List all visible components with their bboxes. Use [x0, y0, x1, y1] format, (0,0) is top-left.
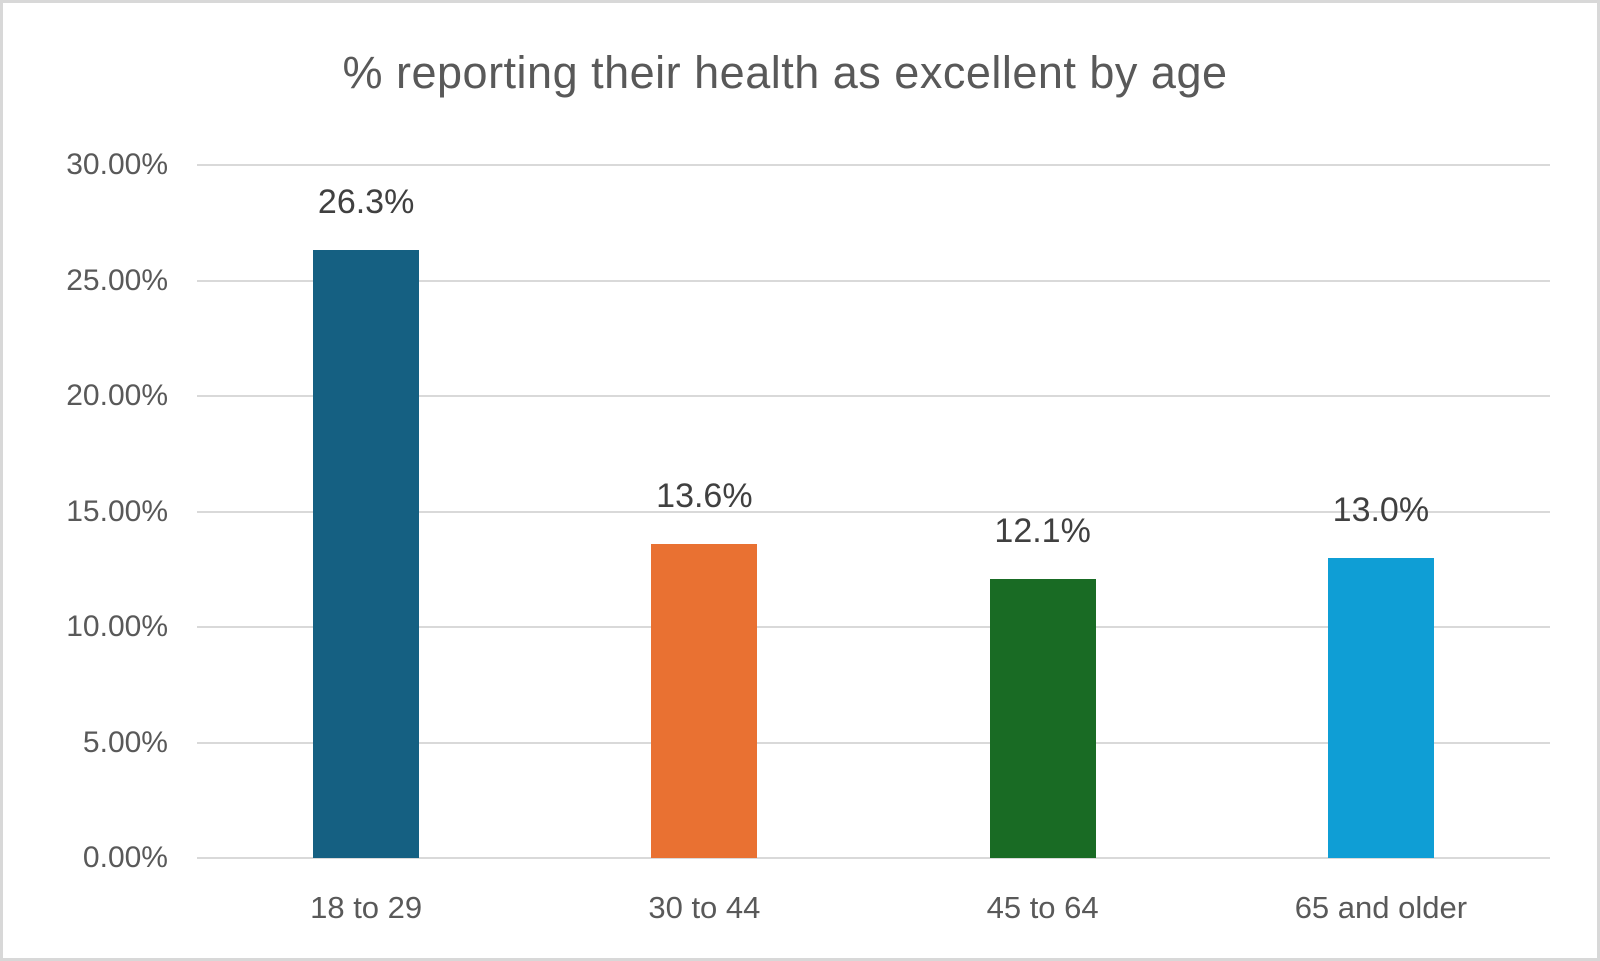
- data-label: 12.1%: [994, 511, 1091, 550]
- gridline: [197, 510, 1550, 513]
- y-axis: 0.00% 5.00% 10.00% 15.00% 20.00% 25.00% 30.00%: [3, 148, 168, 874]
- data-label: 26.3%: [317, 183, 415, 222]
- y-tick-label: 0.00%: [82, 841, 168, 874]
- gridline: [197, 626, 1550, 628]
- x-tick-label: 30 to 44: [648, 890, 761, 925]
- data-label: 13.6%: [656, 476, 753, 515]
- y-tick-label: 25.00%: [66, 263, 168, 297]
- y-tick-label: 10.00%: [66, 610, 168, 643]
- chart-title: % reporting their health as excellent by…: [342, 47, 1228, 98]
- x-tick-label: 65 and older: [1294, 890, 1468, 925]
- gridline: [197, 395, 1550, 397]
- y-tick-label: 30.00%: [66, 148, 168, 181]
- x-axis: 18 to 29 30 to 44 45 to 64 65 and older: [197, 858, 1550, 938]
- gridline: [197, 164, 1550, 166]
- gridline: [197, 857, 1550, 859]
- bar-45-to-64: [989, 578, 1096, 858]
- data-label: 13.0%: [1332, 490, 1430, 529]
- plot-area: 26.3% 13.6% 12.1% 13.0%: [197, 164, 1550, 859]
- bar-18-to-29: [313, 250, 420, 858]
- gridline: [197, 279, 1550, 282]
- y-tick-label: 20.00%: [66, 379, 168, 412]
- y-tick-label: 5.00%: [82, 725, 168, 759]
- y-tick-label: 15.00%: [66, 494, 168, 528]
- gridline: [197, 741, 1550, 744]
- x-tick-label: 18 to 29: [310, 890, 423, 925]
- x-tick-label: 45 to 64: [986, 890, 1099, 925]
- bar-30-to-44: [651, 543, 758, 858]
- bar-65-and-older: [1327, 557, 1434, 858]
